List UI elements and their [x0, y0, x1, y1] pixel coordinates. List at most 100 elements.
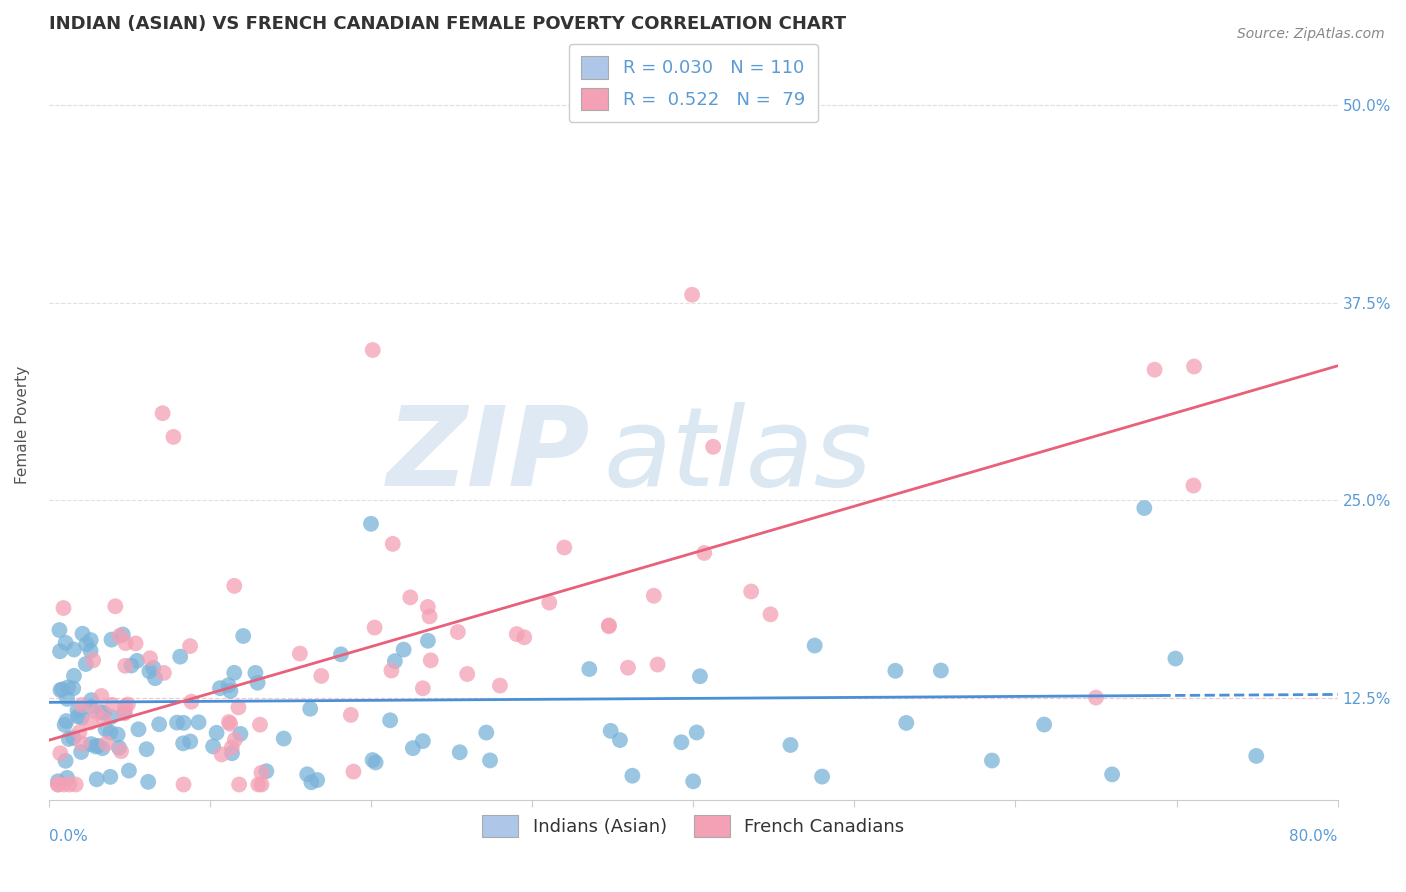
Point [416, 633, 439, 648]
Point [173, 715, 195, 730]
Point [598, 619, 620, 633]
Point [380, 664, 402, 678]
Point [62, 731, 84, 745]
Point [221, 740, 243, 755]
Point [399, 591, 422, 605]
Point [929, 664, 952, 678]
Legend: Indians (Asian), French Canadians: Indians (Asian), French Canadians [475, 807, 911, 844]
Point [101, 698, 124, 712]
Point [100, 632, 122, 647]
Point [247, 777, 270, 791]
Point [647, 657, 669, 672]
Point [98, 770, 121, 784]
Point [114, 699, 136, 714]
Point [118, 764, 141, 778]
Point [52, 601, 75, 615]
Point [228, 777, 250, 791]
Point [52, 777, 75, 791]
Point [65, 777, 87, 791]
Point [307, 772, 329, 787]
Point [685, 725, 707, 739]
Point [218, 678, 240, 692]
Point [93, 706, 115, 720]
Text: INDIAN (ASIAN) VS FRENCH CANADIAN FEMALE POVERTY CORRELATION CHART: INDIAN (ASIAN) VS FRENCH CANADIAN FEMALE… [49, 15, 846, 33]
Text: 0.0%: 0.0% [49, 829, 87, 844]
Point [114, 636, 136, 650]
Point [621, 769, 644, 783]
Point [693, 546, 716, 560]
Point [53, 718, 76, 732]
Point [49, 644, 72, 658]
Text: 80.0%: 80.0% [1289, 829, 1337, 844]
Point [221, 746, 243, 760]
Point [51, 682, 73, 697]
Point [166, 715, 188, 730]
Point [479, 753, 502, 767]
Point [120, 658, 142, 673]
Point [364, 756, 387, 770]
Point [46, 774, 69, 789]
Point [179, 734, 201, 748]
Point [110, 744, 132, 758]
Y-axis label: Female Poverty: Female Poverty [15, 366, 30, 484]
Point [299, 702, 322, 716]
Point [1033, 717, 1056, 731]
Point [90, 705, 112, 719]
Point [153, 665, 176, 680]
Point [342, 764, 364, 779]
Point [449, 745, 471, 759]
Point [117, 698, 139, 712]
Point [46, 777, 69, 791]
Point [811, 770, 834, 784]
Point [58, 731, 80, 746]
Point [136, 775, 159, 789]
Point [187, 715, 209, 730]
Point [111, 627, 134, 641]
Point [1143, 362, 1166, 376]
Point [1133, 501, 1156, 516]
Point [63, 642, 86, 657]
Point [229, 727, 252, 741]
Point [70, 698, 93, 712]
Point [578, 662, 600, 676]
Point [66, 709, 89, 723]
Point [100, 710, 122, 724]
Point [114, 706, 136, 721]
Point [682, 774, 704, 789]
Point [981, 754, 1004, 768]
Point [378, 714, 401, 728]
Point [96, 737, 118, 751]
Point [63, 669, 86, 683]
Point [100, 725, 122, 739]
Point [55, 714, 77, 728]
Point [779, 738, 801, 752]
Point [79, 644, 101, 658]
Text: atlas: atlas [603, 401, 872, 508]
Point [218, 714, 240, 729]
Point [553, 541, 575, 555]
Point [297, 767, 319, 781]
Point [114, 706, 136, 720]
Point [896, 715, 918, 730]
Point [172, 736, 194, 750]
Text: ZIP: ZIP [387, 401, 591, 508]
Point [125, 654, 148, 668]
Point [228, 700, 250, 714]
Point [254, 764, 277, 779]
Point [219, 716, 242, 731]
Point [759, 607, 782, 622]
Point [513, 630, 536, 644]
Point [475, 725, 498, 739]
Point [56, 771, 79, 785]
Point [46, 777, 69, 791]
Point [72, 626, 94, 640]
Point [360, 516, 382, 531]
Point [202, 739, 225, 754]
Point [447, 625, 470, 640]
Point [66, 703, 89, 717]
Point [49, 746, 72, 760]
Point [48, 623, 70, 637]
Point [162, 430, 184, 444]
Point [179, 639, 201, 653]
Point [363, 621, 385, 635]
